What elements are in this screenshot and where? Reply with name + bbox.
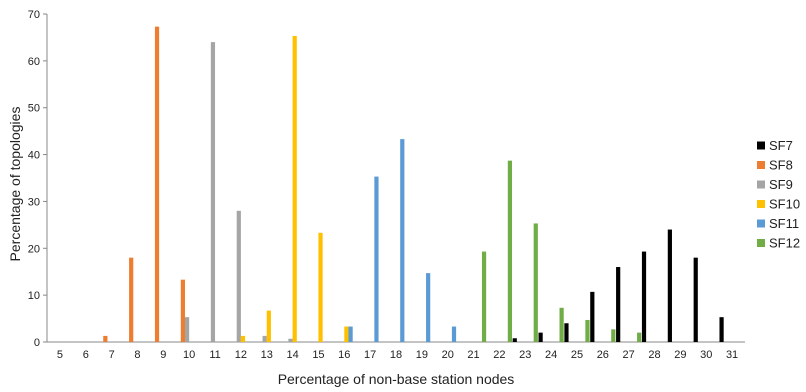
x-tick-label: 30	[700, 349, 712, 361]
bar-sf7	[641, 251, 647, 342]
bar-sf7	[564, 323, 569, 342]
bar-sf10	[344, 326, 349, 342]
x-tick-label: 13	[261, 349, 273, 361]
x-tick-label: 17	[364, 349, 376, 361]
x-tick-label: 25	[571, 349, 583, 361]
bar-sf9	[262, 335, 267, 342]
chart-axes	[43, 13, 745, 343]
bar-sf12	[507, 160, 513, 342]
x-tick-label: 19	[416, 349, 428, 361]
legend-swatch-sf12	[757, 239, 765, 247]
bar-sf10	[318, 232, 323, 342]
bar-sf8	[180, 279, 185, 342]
bar-sf12	[611, 329, 616, 342]
x-tick-label: 12	[235, 349, 247, 361]
bar-sf8	[103, 335, 108, 342]
x-tick-label: 24	[545, 349, 557, 361]
x-tick-label: 6	[83, 349, 89, 361]
x-tick-labels: 5 6 7 8 9 10 11 12 13 14 15 16 17 18 19 20 21 22 23 24 25 26 2…	[57, 349, 738, 361]
chart-bars	[103, 26, 724, 342]
bar-sf9	[288, 338, 293, 342]
x-tick-label: 27	[623, 349, 635, 361]
legend-label-sf10: SF10	[769, 197, 800, 212]
y-tick-label: 30	[28, 196, 40, 208]
y-tick-label: 10	[28, 290, 40, 302]
bar-sf9	[236, 210, 241, 342]
bar-sf7	[616, 267, 621, 342]
bar-sf12	[637, 332, 642, 342]
bar-sf10	[292, 36, 297, 342]
bar-sf10	[266, 310, 271, 342]
bar-sf7	[693, 257, 698, 342]
legend-label-sf9: SF9	[769, 177, 793, 192]
bar-sf12	[481, 251, 487, 342]
x-tick-label: 28	[648, 349, 660, 361]
x-tick-label: 10	[183, 349, 195, 361]
x-tick-label: 7	[109, 349, 115, 361]
bar-sf9	[184, 317, 190, 342]
bar-sf7	[512, 338, 517, 342]
x-tick-label: 8	[134, 349, 140, 361]
x-tick-label: 31	[726, 349, 738, 361]
x-tick-label: 15	[312, 349, 324, 361]
y-tick-label: 0	[34, 337, 40, 349]
x-tick-label: 29	[674, 349, 686, 361]
x-tick-label: 5	[57, 349, 63, 361]
y-axis-label: Percentage of topologies	[7, 107, 23, 262]
legend-swatch-sf9	[757, 180, 765, 189]
y-tick-label: 60	[28, 56, 40, 68]
legend-label-sf12: SF12	[769, 236, 800, 251]
bar-sf9	[210, 42, 216, 342]
bar-sf8	[129, 257, 134, 342]
y-tick-label: 70	[28, 9, 40, 21]
bar-sf11	[400, 139, 405, 342]
legend-label-sf8: SF8	[769, 158, 793, 173]
legend-swatch-sf10	[757, 200, 765, 208]
bar-sf11	[348, 326, 353, 342]
bar-sf7	[719, 317, 724, 342]
bar-sf7	[667, 229, 672, 342]
legend-label-sf11: SF11	[769, 216, 799, 231]
bar-sf12	[585, 319, 590, 342]
x-tick-label: 21	[467, 349, 479, 361]
x-tick-label: 23	[519, 349, 531, 361]
y-tick-label: 50	[28, 103, 40, 115]
x-tick-label: 26	[597, 349, 609, 361]
y-tick-label: 20	[28, 243, 40, 255]
legend: SF7 SF8 SF9 SF10 SF11 SF12	[757, 138, 800, 251]
x-tick-label: 22	[493, 349, 505, 361]
bar-sf8	[154, 26, 160, 342]
bar-sf12	[533, 223, 538, 342]
x-axis-label: Percentage of non-base station nodes	[278, 371, 515, 387]
bar-sf11	[374, 176, 379, 342]
y-tick-labels: 0 10 20 30 40 50 60 70	[28, 9, 40, 349]
x-tick-label: 9	[160, 349, 166, 361]
bar-sf10	[240, 335, 246, 342]
x-tick-label: 11	[209, 349, 220, 361]
bar-sf12	[559, 307, 564, 342]
legend-label-sf7: SF7	[769, 138, 793, 153]
legend-swatch-sf11	[757, 219, 765, 228]
legend-swatch-sf8	[757, 161, 765, 169]
x-tick-label: 16	[338, 349, 350, 361]
x-tick-label: 14	[286, 349, 298, 361]
bar-sf11	[451, 326, 457, 342]
x-tick-label: 20	[442, 349, 454, 361]
y-tick-label: 40	[28, 150, 40, 162]
legend-swatch-sf7	[757, 141, 765, 150]
bar-sf7	[538, 332, 543, 342]
bar-sf7	[590, 291, 595, 342]
x-tick-label: 18	[390, 349, 402, 361]
bar-sf11	[426, 273, 431, 342]
